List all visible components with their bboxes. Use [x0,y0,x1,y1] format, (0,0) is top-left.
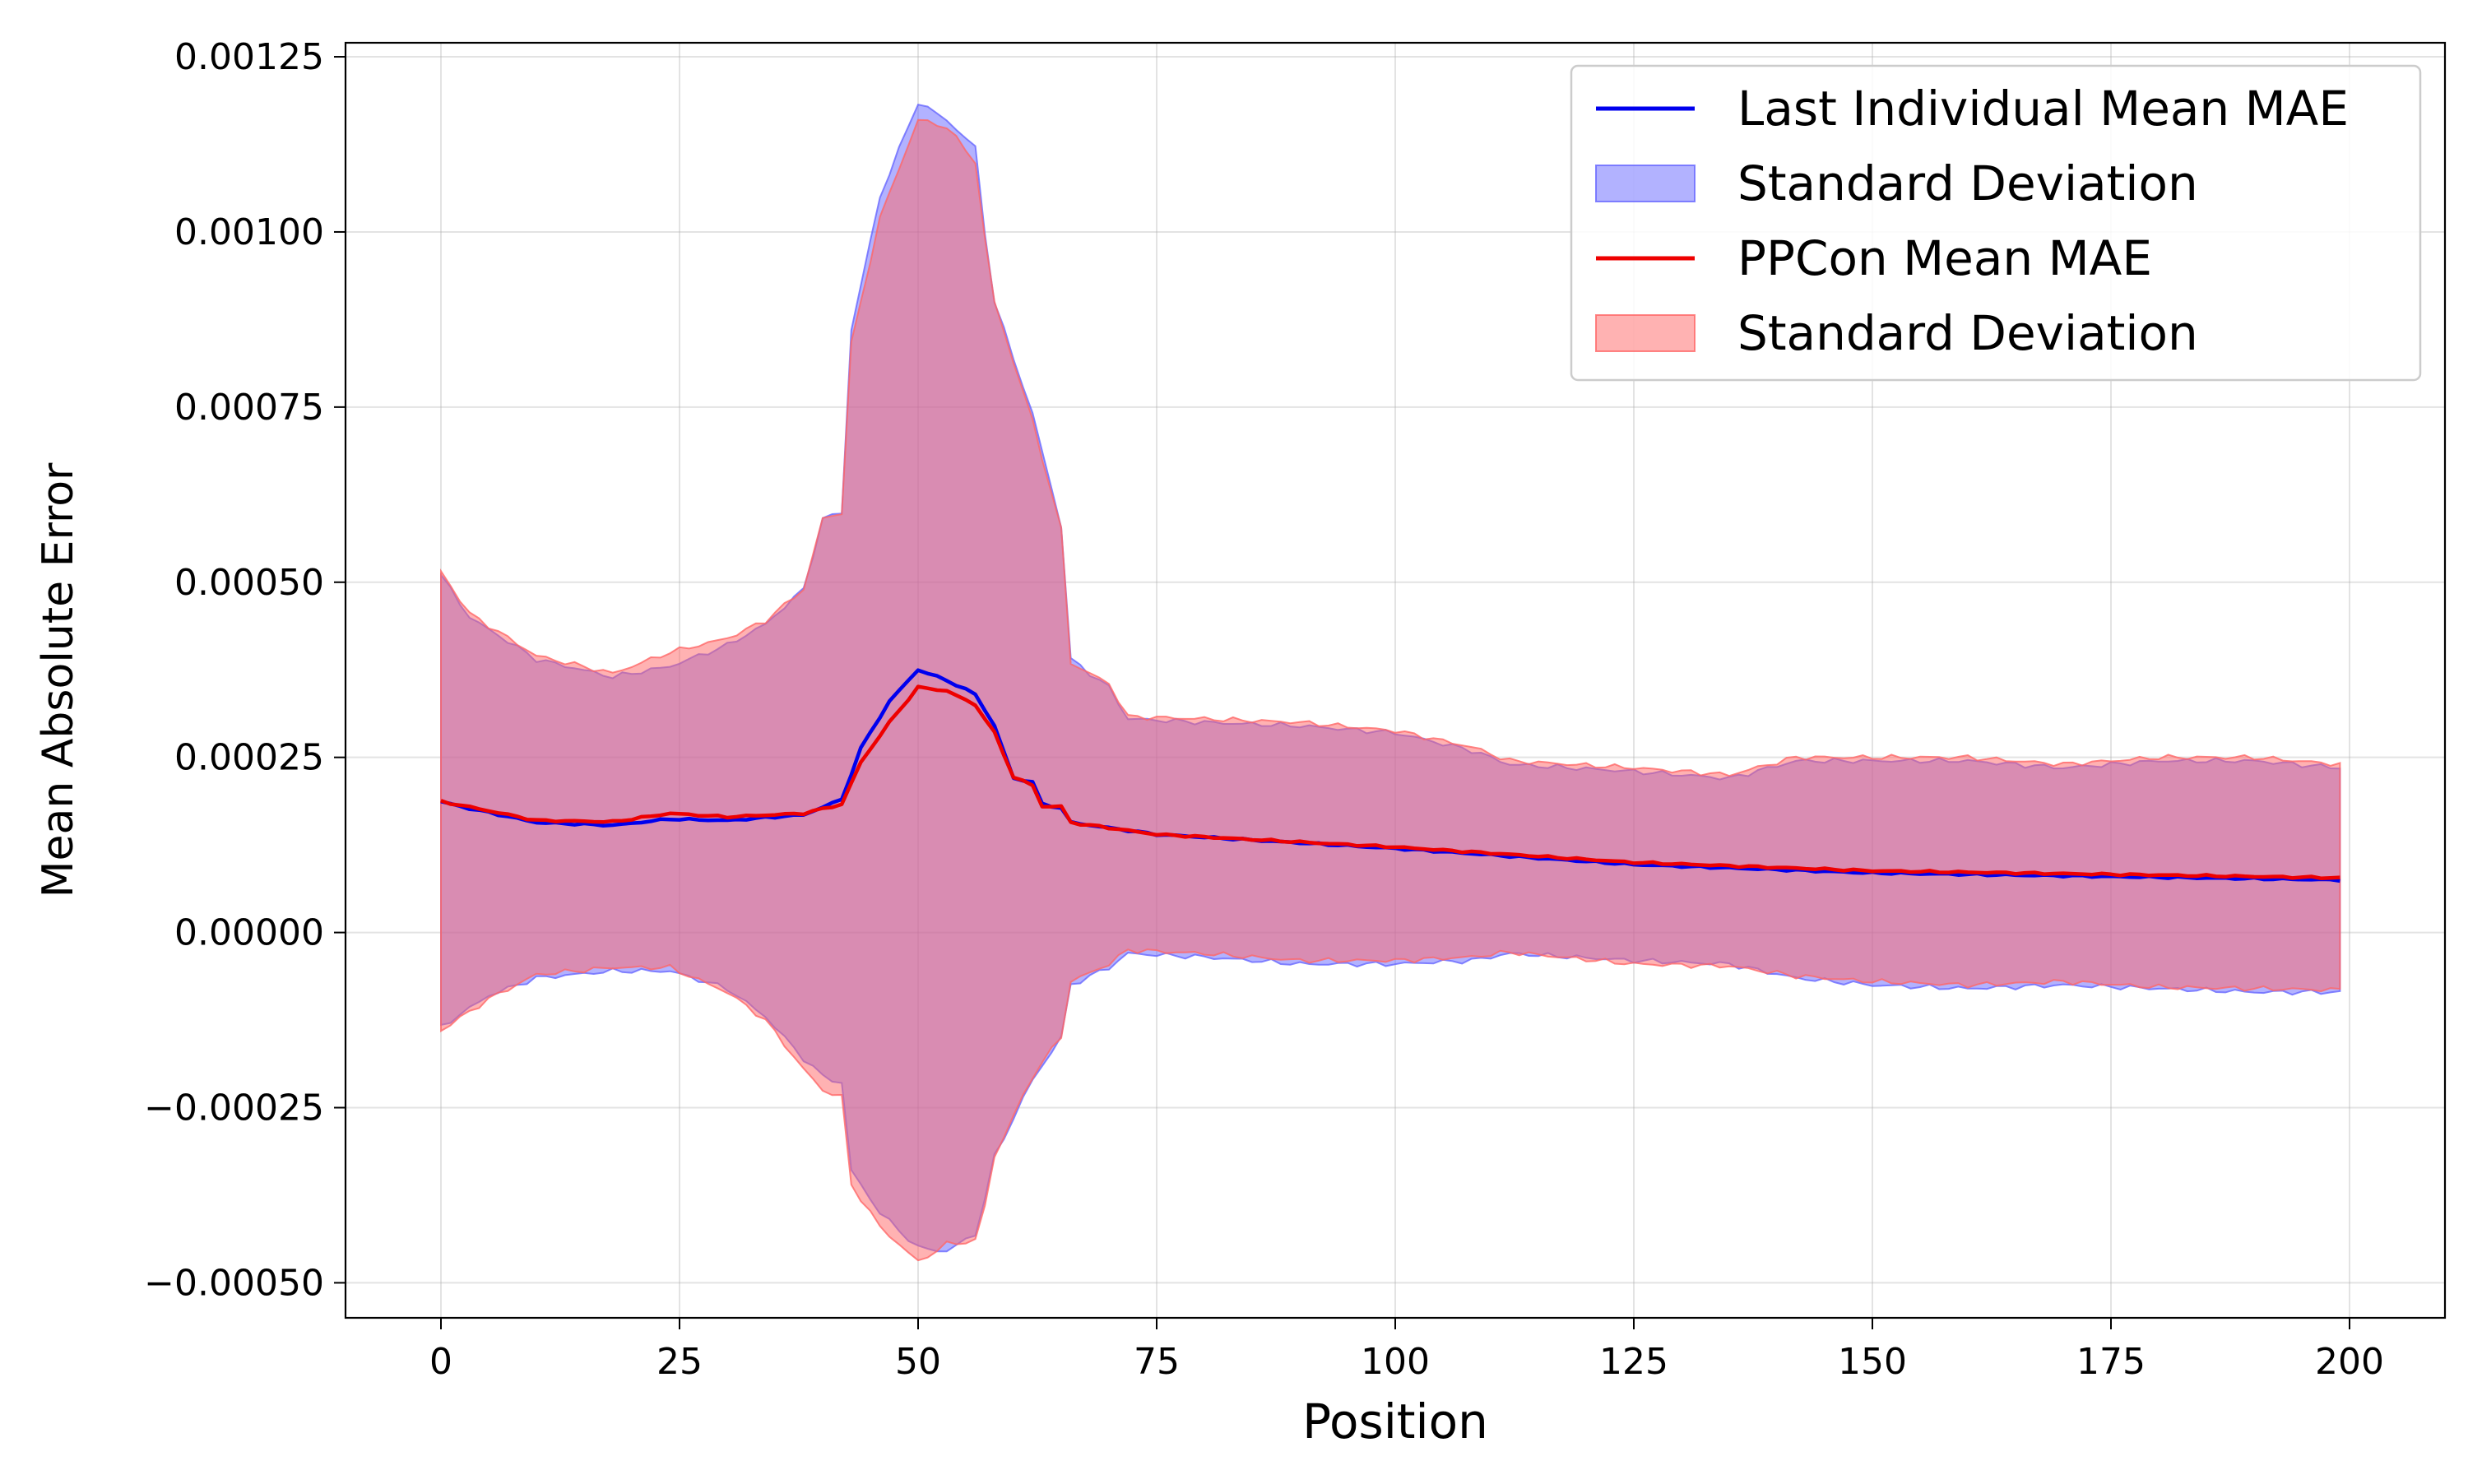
y-tick-label-0: −0.00050 [144,1262,324,1304]
x-tick-label-4: 100 [1361,1341,1430,1383]
legend: Last Individual Mean MAE Standard Deviati… [1570,64,2422,382]
y-tick-label-4: 0.00050 [174,562,324,604]
legend-label-1: Standard Deviation [1737,155,2198,211]
x-tick-label-0: 0 [429,1341,452,1383]
y-tick-label-3: 0.00025 [174,737,324,779]
x-tick-label-7: 175 [2076,1341,2146,1383]
legend-swatch-1 [1595,165,1696,202]
x-tick-label-1: 25 [656,1341,703,1383]
x-tick-label-8: 200 [2315,1341,2384,1383]
legend-label-0: Last Individual Mean MAE [1737,81,2349,137]
legend-label-3: Standard Deviation [1737,305,2198,361]
x-tick-label-3: 75 [1134,1341,1180,1383]
y-tick-label-2: 0.00000 [174,912,324,954]
mean-line-1 [440,684,2340,880]
legend-swatch-3 [1595,314,1696,352]
legend-items: Last Individual Mean MAE Standard Deviati… [1595,81,2349,361]
legend-label-2: PPCon Mean MAE [1737,230,2152,286]
x-tick-label-6: 150 [1838,1341,1907,1383]
x-axis-label: Position [1302,1394,1488,1449]
axis-ticks: 0 25 50 75 100 125 150 175 200 −0.00050 −0.00025 0.… [144,36,2384,1383]
std-band-1 [440,118,2341,1262]
mean-lines [440,668,2340,883]
y-tick-label-6: 0.00100 [174,211,324,253]
x-tick-label-5: 125 [1599,1341,1668,1383]
x-tick-label-2: 50 [895,1341,941,1383]
std-bands [440,104,2341,1262]
y-tick-label-7: 0.00125 [174,36,324,78]
y-tick-label-1: −0.00025 [144,1087,324,1129]
y-axis-label: Mean Absolute Error [34,462,83,897]
y-tick-label-5: 0.00075 [174,387,324,429]
legend-box [1570,64,2422,382]
